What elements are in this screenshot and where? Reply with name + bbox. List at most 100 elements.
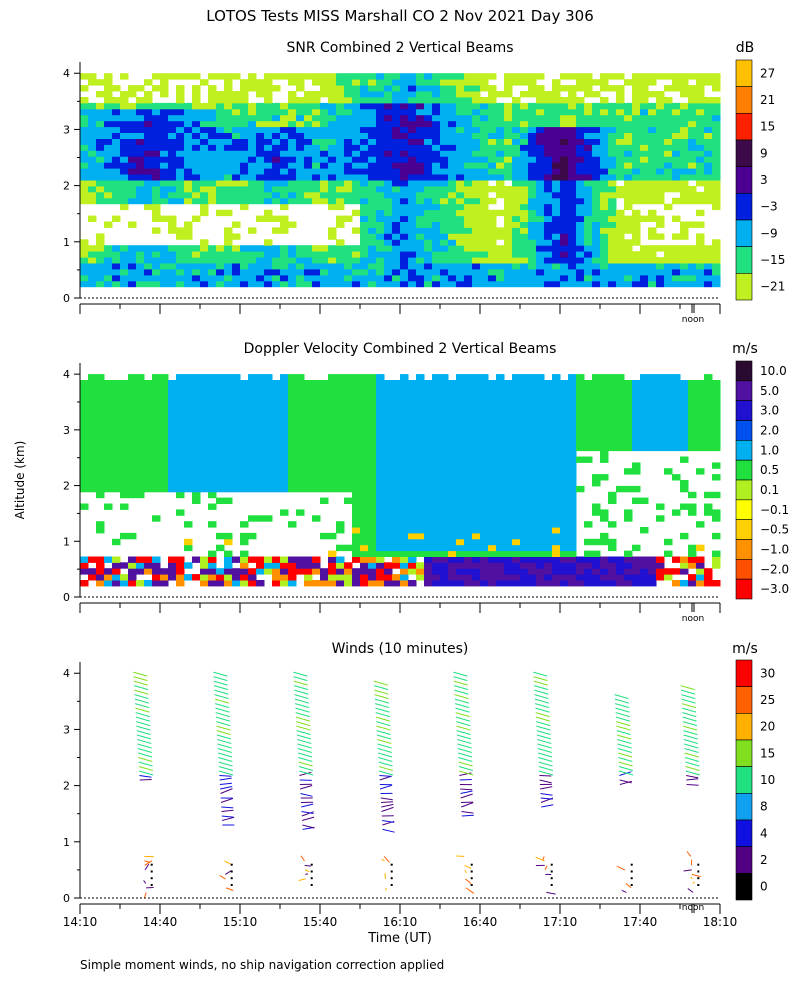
snr-cell — [648, 162, 657, 169]
snr-cell — [328, 162, 337, 169]
doppler-cell — [672, 556, 681, 563]
doppler-cell — [352, 397, 361, 405]
doppler-cell — [224, 532, 233, 540]
snr-cell — [376, 197, 385, 205]
snr-cell — [504, 245, 513, 252]
snr-cell — [96, 185, 105, 193]
snr-cell — [208, 280, 217, 288]
snr-cell — [320, 120, 329, 128]
snr-cell — [160, 120, 169, 128]
doppler-cell — [272, 456, 281, 463]
snr-cell — [280, 126, 289, 133]
doppler-cell — [304, 391, 313, 399]
snr-cell — [488, 274, 497, 282]
doppler-cell — [576, 562, 585, 569]
snr-cell — [576, 215, 585, 222]
snr-cell — [688, 251, 697, 258]
snr-cell — [424, 120, 433, 128]
doppler-cell — [96, 456, 105, 463]
doppler-cell — [368, 538, 377, 546]
doppler-cell — [96, 556, 105, 563]
doppler-cell — [464, 515, 473, 522]
snr-cell — [80, 114, 89, 122]
doppler-cell — [488, 562, 497, 569]
snr-cell — [592, 91, 601, 98]
doppler-cell — [216, 497, 225, 504]
snr-cell — [144, 203, 153, 211]
snr-cell — [240, 263, 249, 270]
snr-cell — [584, 85, 593, 92]
snr-cell — [448, 120, 457, 128]
snr-cell — [464, 156, 473, 163]
colorbar-swatch — [735, 59, 753, 87]
snr-cell — [336, 168, 345, 175]
doppler-cell — [272, 403, 281, 410]
doppler-cell — [584, 391, 593, 399]
snr-cell — [232, 221, 241, 228]
snr-cell — [352, 97, 361, 104]
snr-cell — [624, 162, 633, 169]
snr-cell — [216, 185, 225, 193]
wind-barb — [304, 864, 312, 867]
wind-barb — [377, 743, 392, 749]
doppler-cell — [112, 450, 121, 457]
colorbar-swatch — [735, 360, 753, 382]
wind-barb — [380, 801, 394, 803]
snr-cell — [536, 257, 545, 264]
snr-cell — [672, 108, 681, 116]
snr-cell — [512, 227, 521, 234]
snr-cell — [512, 79, 521, 86]
snr-cell — [360, 245, 369, 252]
wind-surface-dot — [390, 877, 393, 880]
doppler-cell — [528, 415, 537, 422]
doppler-cell — [352, 456, 361, 463]
doppler-cell — [600, 374, 609, 381]
doppler-cell — [640, 374, 649, 381]
snr-cell — [368, 197, 377, 205]
snr-cell — [368, 274, 377, 282]
snr-cell — [296, 138, 305, 145]
doppler-cell — [136, 444, 145, 452]
doppler-cell — [248, 409, 257, 416]
wind-barb — [376, 725, 391, 731]
doppler-cell — [128, 568, 137, 575]
snr-cell — [512, 251, 521, 258]
doppler-cell — [520, 421, 529, 428]
wind-barb — [135, 716, 151, 722]
snr-cell — [96, 191, 105, 199]
snr-cell — [272, 215, 281, 222]
doppler-cell — [576, 433, 585, 440]
snr-cell — [344, 251, 353, 258]
snr-cell — [576, 144, 585, 151]
snr-cell — [264, 191, 273, 199]
snr-cell — [480, 257, 489, 264]
doppler-cell — [552, 397, 561, 405]
snr-cell — [248, 269, 257, 276]
snr-cell — [184, 108, 193, 116]
snr-cell — [640, 269, 649, 276]
doppler-cell — [288, 485, 297, 493]
snr-cell — [576, 162, 585, 169]
snr-cell — [272, 73, 281, 80]
doppler-cell — [480, 421, 489, 428]
doppler-cell — [592, 550, 601, 557]
snr-cell — [496, 274, 505, 282]
snr-cell — [648, 233, 657, 240]
wind-barb — [216, 730, 231, 736]
doppler-cell — [280, 556, 289, 563]
doppler-cell — [288, 438, 297, 446]
doppler-cell — [272, 438, 281, 446]
doppler-cell — [104, 385, 113, 393]
snr-cell — [136, 102, 145, 110]
snr-cell — [392, 126, 401, 133]
snr-cell — [536, 138, 545, 145]
doppler-cell — [256, 515, 265, 522]
doppler-cell — [96, 480, 105, 487]
snr-cell — [376, 221, 385, 228]
doppler-cell — [328, 391, 337, 399]
doppler-cell — [616, 580, 625, 587]
snr-cell — [544, 215, 553, 222]
snr-cell — [304, 263, 313, 270]
snr-cell — [616, 108, 625, 116]
snr-cell — [312, 114, 321, 122]
